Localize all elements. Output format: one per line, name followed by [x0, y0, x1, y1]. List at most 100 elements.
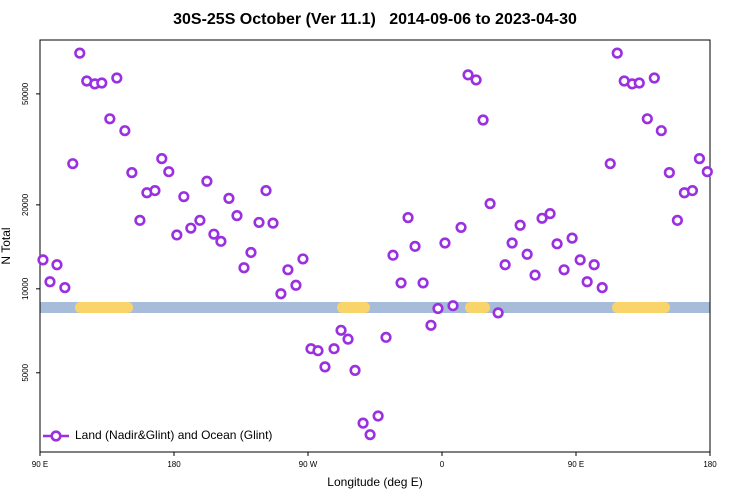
data-point: [402, 212, 414, 224]
data-point: [558, 264, 570, 276]
y-tick-label: 50000: [21, 82, 30, 105]
data-point: [663, 167, 675, 179]
land-band: [75, 302, 133, 313]
data-point: [596, 282, 608, 294]
data-point: [521, 248, 533, 260]
data-point: [611, 47, 623, 59]
data-point: [312, 345, 324, 357]
y-tick-label: 20000: [21, 193, 30, 216]
data-point: [529, 269, 541, 281]
land-band: [465, 302, 490, 313]
data-point: [104, 113, 116, 125]
data-point: [686, 184, 699, 197]
data-point: [671, 214, 683, 226]
data-point: [544, 208, 556, 220]
data-point: [96, 77, 108, 89]
data-point: [149, 184, 161, 197]
data-point: [506, 237, 518, 249]
data-point: [178, 191, 190, 203]
data-point: [655, 125, 667, 137]
data-point: [588, 259, 600, 271]
x-tick-label: 90 E: [32, 460, 48, 469]
data-point: [648, 72, 660, 84]
data-point: [492, 307, 504, 319]
data-point: [67, 158, 79, 170]
data-point: [395, 277, 407, 289]
data-point: [349, 364, 361, 376]
x-tick-label: 90 W: [299, 460, 318, 469]
data-point: [551, 238, 563, 250]
data-point: [223, 192, 235, 204]
data-point: [51, 259, 63, 271]
data-point: [194, 214, 206, 226]
data-point: [163, 166, 175, 178]
data-point: [425, 319, 437, 331]
data-point: [514, 219, 526, 231]
surface-band: [40, 302, 710, 313]
data-point: [499, 259, 511, 271]
legend-marker: [50, 430, 62, 442]
data-point: [185, 222, 197, 234]
legend-label: Land (Nadir&Glint) and Ocean (Glint): [75, 428, 272, 442]
data-point: [59, 282, 71, 294]
data-point: [37, 254, 49, 266]
data-point: [290, 279, 302, 291]
data-point: [641, 113, 653, 125]
data-point: [357, 417, 369, 429]
data-point: [462, 69, 474, 81]
data-point: [581, 276, 593, 288]
data-point: [275, 288, 287, 300]
data-point: [335, 324, 347, 336]
data-point: [267, 217, 279, 229]
data-point: [342, 333, 354, 345]
data-point: [215, 235, 227, 247]
data-point: [44, 276, 56, 288]
data-point: [126, 167, 138, 179]
x-tick-label: 90 E: [568, 460, 584, 469]
plot-frame: [39, 39, 711, 453]
data-point: [417, 277, 429, 289]
data-point: [245, 246, 257, 259]
data-point: [470, 74, 482, 86]
data-point: [387, 249, 399, 261]
data-point: [238, 262, 250, 274]
chart-title: 30S-25S October (Ver 11.1) 2014-09-06 to…: [173, 11, 577, 28]
data-point: [409, 240, 421, 252]
data-point: [134, 214, 146, 226]
y-tick-label: 5000: [21, 363, 30, 381]
data-point: [111, 72, 123, 84]
data-point: [439, 237, 451, 249]
data-point: [574, 254, 586, 266]
data-point: [208, 228, 220, 240]
data-point: [201, 175, 213, 187]
data-point: [231, 210, 243, 222]
data-point: [260, 184, 272, 197]
data-point: [253, 216, 265, 229]
data-point: [319, 361, 331, 373]
data-point: [566, 232, 578, 244]
data-point: [328, 343, 340, 355]
data-point: [297, 253, 309, 265]
data-point: [380, 331, 392, 343]
land-band: [337, 302, 370, 313]
data-point: [633, 77, 645, 89]
land-band: [612, 302, 670, 313]
x-tick-label: 180: [167, 460, 181, 469]
data-point: [156, 153, 168, 165]
x-tick-label: 180: [703, 460, 717, 469]
data-point: [432, 302, 444, 315]
y-axis-label: N Total: [0, 227, 13, 264]
data-point: [604, 158, 616, 170]
data-point: [364, 429, 376, 441]
data-point: [477, 114, 489, 126]
data-point: [701, 166, 713, 178]
data-point: [372, 410, 384, 422]
x-tick-label: 0: [440, 460, 445, 469]
data-point: [536, 212, 548, 224]
data-point: [74, 47, 86, 59]
data-point: [119, 125, 131, 137]
y-tick-label: 10000: [21, 277, 30, 300]
data-point: [171, 229, 183, 241]
data-point: [693, 153, 706, 165]
